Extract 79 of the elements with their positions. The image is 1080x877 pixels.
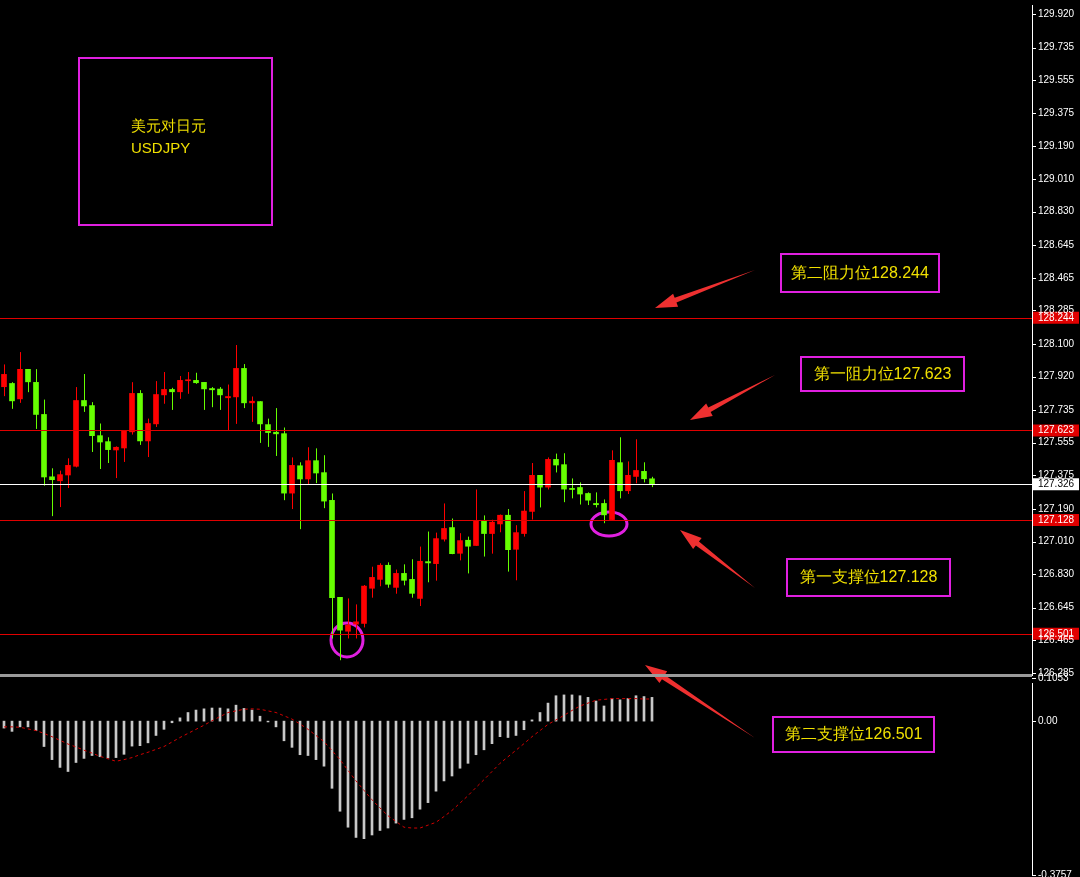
candlestick — [97, 423, 103, 470]
candlestick — [161, 371, 167, 405]
candlestick — [481, 514, 487, 558]
candlestick — [201, 381, 207, 411]
y-tick-label: 127.010 — [1038, 535, 1075, 547]
candlestick — [601, 498, 607, 524]
y-tick-label: -0.3757 — [1038, 868, 1073, 877]
candlestick — [265, 418, 271, 448]
candlestick — [513, 524, 519, 581]
annotation: 第二阻力位128.244 — [780, 253, 940, 293]
y-tick-label: 129.735 — [1038, 41, 1075, 53]
candlestick — [377, 562, 383, 587]
candlestick — [249, 396, 255, 423]
candlestick — [217, 386, 223, 411]
candlestick — [305, 446, 311, 485]
candlestick — [345, 597, 351, 639]
candlestick — [225, 384, 231, 431]
y-tick-label: 126.830 — [1038, 567, 1075, 579]
y-tick-label: 126.645 — [1038, 601, 1075, 613]
ref-line-label: 127.128 — [1037, 513, 1075, 525]
candlestick — [521, 490, 527, 538]
candlestick — [465, 536, 471, 574]
candlestick — [441, 502, 447, 543]
y-tick-label: 128.100 — [1038, 337, 1075, 349]
candlestick — [489, 519, 495, 555]
ref-line-label: 127.623 — [1037, 424, 1075, 436]
y-tick-label: 127.735 — [1038, 403, 1075, 415]
y-tick-label: 126.465 — [1038, 634, 1075, 646]
candlestick — [9, 381, 15, 410]
annotation: 第一支撑位127.128 — [786, 558, 951, 597]
candlestick — [273, 407, 279, 457]
annotation: 第一阻力位127.623 — [800, 356, 965, 392]
candlestick — [625, 460, 631, 495]
candlestick — [65, 457, 71, 489]
candlestick — [113, 445, 119, 479]
y-tick-label: 128.465 — [1038, 271, 1075, 283]
candlestick — [553, 453, 559, 473]
candlestick — [353, 603, 359, 639]
candlestick — [577, 481, 583, 506]
candlestick — [385, 561, 391, 589]
candlestick — [537, 474, 543, 508]
candlestick — [145, 418, 151, 458]
candlestick — [393, 569, 399, 595]
candlestick — [209, 386, 215, 408]
y-tick-label: 127.190 — [1038, 502, 1075, 514]
candlestick — [49, 467, 55, 517]
candlestick — [257, 400, 263, 444]
y-tick-label: 129.920 — [1038, 7, 1075, 19]
annotation: 第二支撑位126.501 — [772, 716, 935, 753]
candlestick — [641, 461, 647, 483]
candlestick — [1, 363, 7, 397]
y-tick-label: 129.190 — [1038, 140, 1075, 152]
candlestick — [297, 461, 303, 530]
candlestick — [409, 558, 415, 599]
text: USDJPY — [131, 139, 191, 156]
candlestick — [105, 436, 111, 464]
candlestick — [401, 563, 407, 586]
candlestick — [457, 532, 463, 561]
y-tick-label: 129.010 — [1038, 172, 1075, 184]
y-tick-label: 0.00 — [1038, 714, 1058, 726]
candlestick — [185, 371, 191, 395]
candlestick — [425, 531, 431, 583]
candlestick — [121, 430, 127, 463]
y-tick-label: 128.645 — [1038, 238, 1075, 250]
text: 美元对日元 — [131, 117, 206, 136]
candlestick — [633, 438, 639, 484]
candlestick — [81, 373, 87, 413]
y-tick-label: 128.830 — [1038, 205, 1075, 217]
candlestick — [169, 387, 175, 411]
candlestick — [25, 368, 31, 393]
y-tick-label: 127.920 — [1038, 370, 1075, 382]
candlestick — [313, 447, 319, 484]
candlestick — [569, 477, 575, 499]
candlestick — [177, 375, 183, 400]
y-tick-label: 129.375 — [1038, 106, 1075, 118]
candlestick — [57, 470, 63, 508]
y-tick-label: 127.555 — [1038, 436, 1075, 448]
y-tick-label: 129.555 — [1038, 73, 1075, 85]
candlestick — [369, 566, 375, 599]
